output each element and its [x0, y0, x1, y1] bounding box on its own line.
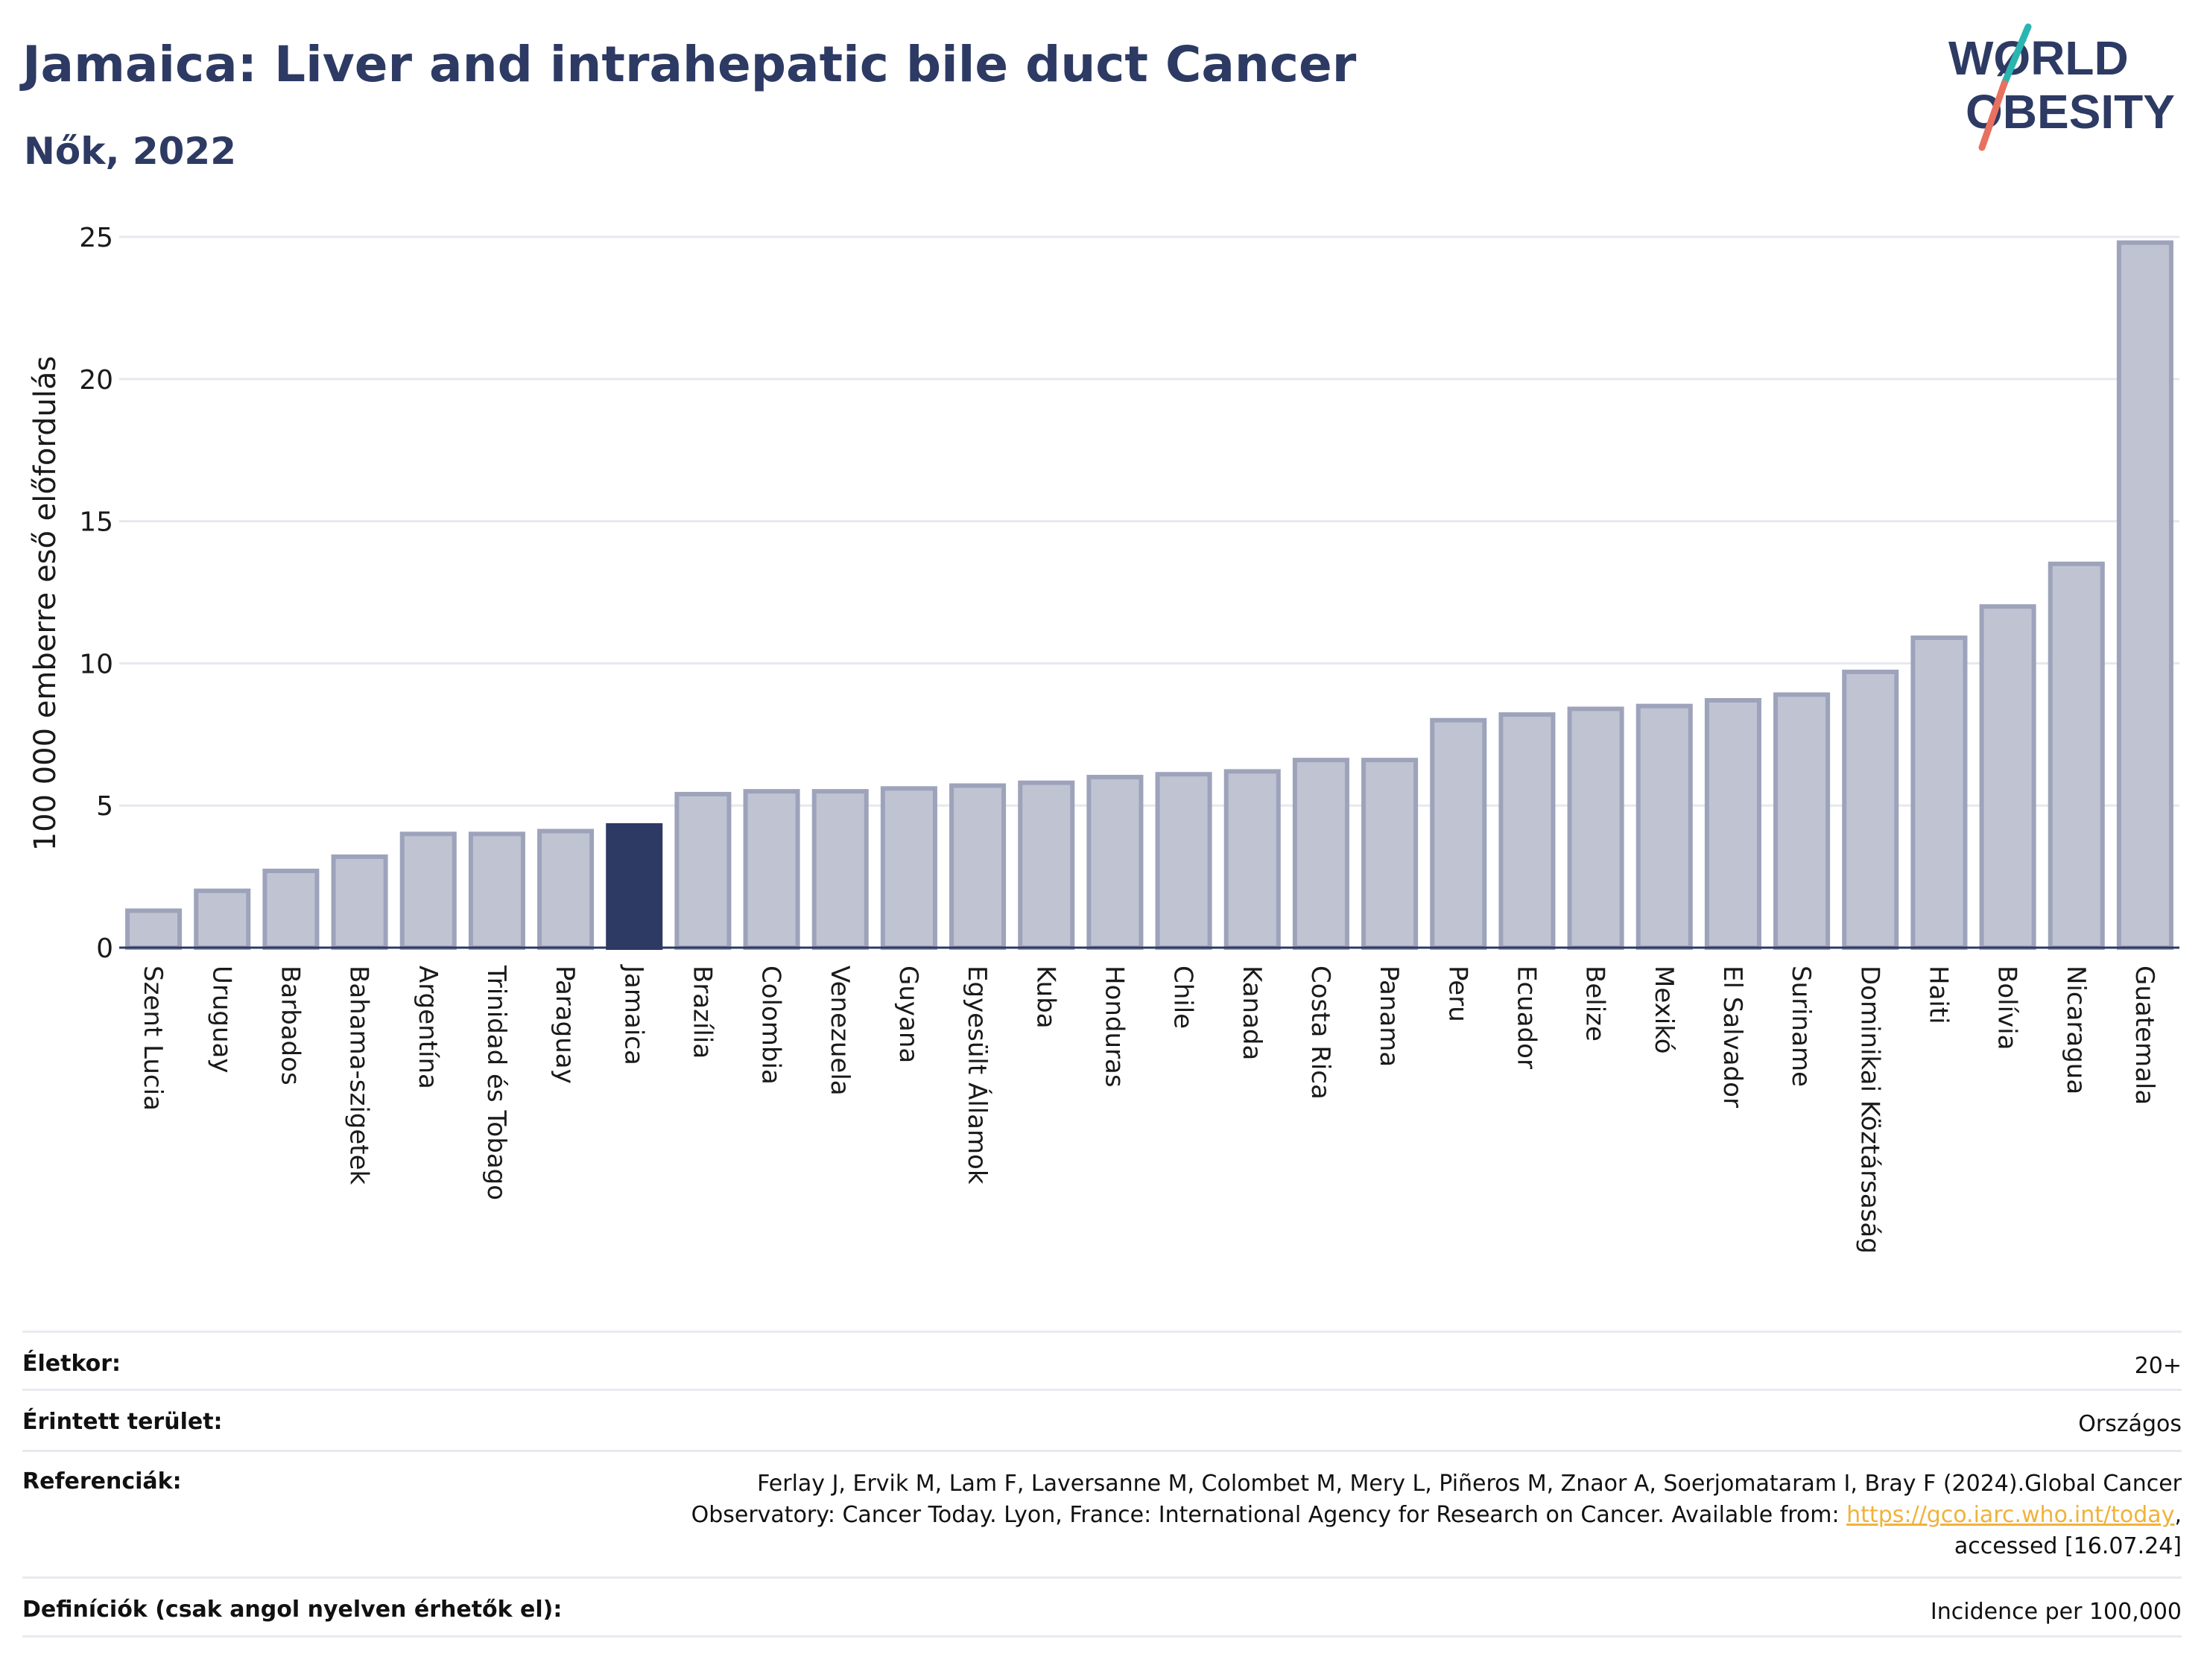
y-tick-label: 0 — [96, 933, 113, 964]
x-tick-label: Brazília — [687, 966, 717, 1059]
meta-label-definitions: Definíciók (csak angol nyelven érhetők e… — [22, 1597, 563, 1623]
meta-row-age: Életkor: 20+ — [22, 1331, 2182, 1389]
reference-line-2-end: , — [2174, 1502, 2182, 1528]
reference-line-3: accessed [16.07.24] — [1954, 1533, 2182, 1559]
x-tick-label: Trinidad és Tobago — [481, 965, 511, 1200]
bar-guatemala — [2116, 240, 2173, 950]
logo-slash-top — [2001, 23, 2032, 87]
bar-paraguay — [537, 828, 595, 950]
meta-value-age: 20+ — [2134, 1353, 2182, 1379]
meta-row-definitions: Definíciók (csak angol nyelven érhetők e… — [22, 1576, 2182, 1638]
bar-dominikai-k-zt-rsas-g — [1842, 669, 1899, 951]
logo-slash-bottom — [1978, 80, 2008, 151]
x-tick-label: Honduras — [1099, 966, 1129, 1088]
bar-ecuador — [1498, 712, 1556, 950]
x-tick-label: Egyesült Államok — [962, 966, 992, 1185]
x-tick-label: Venezuela — [825, 966, 855, 1096]
bar-guyana — [880, 786, 937, 950]
bar-kanada — [1223, 769, 1281, 950]
meta-value-references: Ferlay J, Ervik M, Lam F, Laversanne M, … — [691, 1468, 2182, 1562]
bar-mexik- — [1635, 703, 1693, 950]
bar-chile — [1155, 772, 1212, 950]
meta-row-references: Referenciák: Ferlay J, Ervik M, Lam F, L… — [22, 1450, 2182, 1576]
x-tick-label: Szent Lucia — [138, 966, 168, 1111]
bar-bahama-szigetek — [331, 854, 388, 950]
x-tick-label: Costa Rica — [1305, 966, 1335, 1100]
y-axis-label: 100 000 emberre eső előfordulás — [28, 356, 63, 852]
bar-suriname — [1773, 692, 1831, 950]
bar-colombia — [743, 789, 800, 950]
bar-haiti — [1910, 635, 1968, 951]
bar-chart: 0 5 10 15 20 25 Szent Lucia Uruguay Barbados Bah… — [28, 223, 2179, 1254]
x-tick-label: Suriname — [1786, 966, 1816, 1087]
x-tick-label: Panama — [1374, 966, 1404, 1067]
logo-line1: WØRLD — [1948, 31, 2129, 85]
meta-label-references: Referenciák: — [22, 1468, 182, 1494]
bar-szent-lucia — [125, 908, 183, 950]
meta-value-area: Országos — [2078, 1411, 2182, 1437]
chart-subtitle: Nők, 2022 — [24, 130, 237, 173]
bar-argent-na — [399, 831, 457, 950]
meta-row-area: Érintett terület: Országos — [22, 1389, 2182, 1450]
bar-egyes-lt-llamok — [949, 783, 1007, 951]
y-tick-label: 10 — [79, 649, 113, 679]
x-tick-label: El Salvador — [1717, 966, 1747, 1108]
chart-grid — [119, 235, 2179, 807]
y-tick-label: 5 — [96, 791, 113, 822]
x-tick-label: Belize — [1580, 966, 1610, 1042]
x-tick-label: Guatemala — [2129, 966, 2159, 1105]
x-tick-label: Bolívia — [1992, 966, 2022, 1050]
x-tick-label: Haiti — [1923, 966, 1953, 1024]
bar-uruguay — [194, 888, 251, 951]
meta-label-area: Érintett terület: — [22, 1409, 223, 1435]
x-tick-label: Uruguay — [206, 966, 236, 1074]
reference-line-2: Observatory: Cancer Today. Lyon, France:… — [691, 1502, 1847, 1528]
x-tick-label: Dominikai Köztársaság — [1855, 966, 1884, 1254]
x-tick-label: Jamaica — [618, 964, 648, 1065]
x-tick-label: Kuba — [1030, 966, 1060, 1029]
bar-barbados — [262, 868, 320, 951]
bar-braz-lia — [674, 791, 732, 951]
x-tick-label: Chile — [1168, 966, 1198, 1029]
reference-line-1: Ferlay J, Ervik M, Lam F, Laversanne M, … — [757, 1471, 2182, 1497]
x-tick-label: Nicaragua — [2061, 966, 2091, 1094]
world-obesity-logo: WØRLD OBESITY — [1948, 23, 2175, 151]
x-tick-label: Colombia — [756, 966, 786, 1085]
bar-venezuela — [811, 789, 869, 950]
bar-kuba — [1018, 780, 1075, 950]
bar-belize — [1567, 706, 1624, 950]
meta-value-definitions: Incidence per 100,000 — [1930, 1599, 2182, 1625]
x-tick-label: Barbados — [275, 966, 305, 1085]
bar-jamaica — [606, 822, 663, 950]
bar-peru — [1430, 717, 1487, 950]
x-tick-label: Argentína — [413, 966, 443, 1089]
x-tick-label: Bahama-szigetek — [344, 966, 374, 1185]
bar-el-salvador — [1704, 698, 1761, 950]
x-tick-label: Kanada — [1237, 966, 1267, 1060]
metadata-table: Életkor: 20+ Érintett terület: Országos … — [22, 1331, 2182, 1638]
bar-nicaragua — [2048, 561, 2105, 950]
x-tick-labels: Szent Lucia Uruguay Barbados Bahama-szigete… — [138, 964, 2159, 1254]
x-tick-label: Mexikó — [1649, 966, 1679, 1054]
chart-bars — [125, 240, 2173, 951]
y-tick-label: 15 — [79, 507, 113, 538]
y-tick-label: 25 — [79, 223, 113, 253]
y-tick-label: 20 — [79, 365, 113, 396]
x-tick-label: Paraguay — [550, 966, 580, 1084]
meta-label-age: Életkor: — [22, 1351, 121, 1377]
reference-link[interactable]: https://gco.iarc.who.int/today — [1846, 1502, 2175, 1528]
bar-trinidad-s-tobago — [468, 831, 525, 950]
bar-honduras — [1086, 775, 1144, 951]
bar-panama — [1361, 758, 1419, 950]
x-tick-label: Peru — [1443, 966, 1472, 1022]
bar-costa-rica — [1292, 758, 1349, 950]
x-tick-label: Guyana — [893, 966, 923, 1063]
y-tick-labels: 0 5 10 15 20 25 — [79, 223, 113, 964]
bar-bol-via — [1979, 604, 2036, 951]
chart-title: Jamaica: Liver and intrahepatic bile duc… — [22, 36, 1357, 93]
x-tick-label: Ecuador — [1511, 966, 1541, 1069]
